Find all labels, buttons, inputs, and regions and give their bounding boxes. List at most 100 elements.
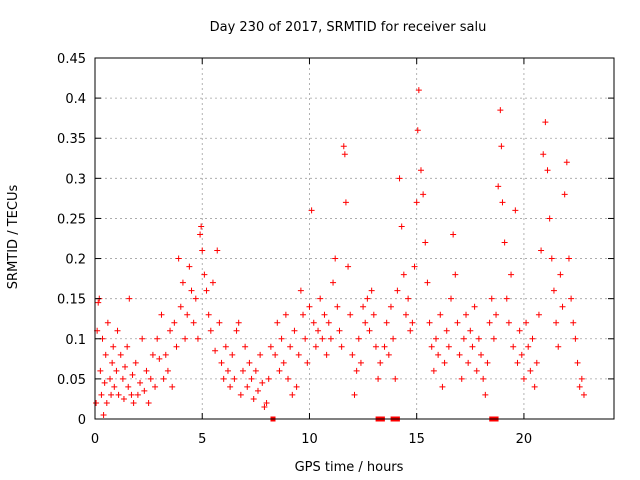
data-point [563, 159, 570, 166]
data-point [149, 351, 156, 358]
data-point [525, 343, 532, 350]
data-point [229, 351, 236, 358]
data-point [565, 255, 572, 262]
data-point [95, 299, 102, 306]
data-point [347, 311, 354, 318]
data-point [413, 199, 420, 206]
data-point [224, 367, 231, 374]
data-point [550, 287, 557, 294]
data-point [192, 295, 199, 302]
data-point [540, 151, 547, 158]
data-point [430, 367, 437, 374]
data-point [465, 359, 472, 366]
y-axis-label: SRMTID / TECUs [6, 185, 21, 290]
data-point [405, 295, 412, 302]
data-point [111, 383, 118, 390]
data-point [523, 319, 530, 326]
data-point [297, 287, 304, 294]
data-point [124, 343, 131, 350]
data-point [152, 383, 159, 390]
data-point [134, 391, 141, 398]
data-point [443, 327, 450, 334]
data-point [445, 343, 452, 350]
data-point [306, 303, 313, 310]
data-point [495, 183, 502, 190]
data-point [448, 295, 455, 302]
data-point [490, 335, 497, 342]
data-point [122, 363, 129, 370]
data-point [473, 367, 480, 374]
y-tick-label: 0.3 [65, 172, 86, 187]
x-tick-label: 5 [198, 432, 206, 447]
data-point [248, 375, 255, 382]
data-point [201, 271, 208, 278]
data-point [469, 343, 476, 350]
data-point [231, 375, 238, 382]
data-point [167, 327, 174, 334]
data-point [220, 375, 227, 382]
data-point [120, 395, 127, 402]
data-point [139, 335, 146, 342]
y-tick-label: 0.45 [57, 52, 86, 67]
data-point [125, 383, 132, 390]
data-point [559, 303, 566, 310]
data-point [529, 335, 536, 342]
data-point [160, 375, 167, 382]
data-point [355, 335, 362, 342]
data-point [293, 383, 300, 390]
data-point [330, 279, 337, 286]
plot-frame [94, 57, 615, 420]
y-tick-label: 0.2 [65, 253, 86, 268]
data-point [463, 311, 470, 318]
data-point [154, 335, 161, 342]
x-tick-label: 10 [301, 432, 318, 447]
data-point [184, 311, 191, 318]
data-point [302, 335, 309, 342]
data-point [300, 311, 307, 318]
data-point [510, 343, 517, 350]
data-point [158, 311, 165, 318]
data-point [218, 359, 225, 366]
data-point [512, 207, 519, 214]
data-point [214, 247, 221, 254]
data-point [259, 379, 266, 386]
data-point [289, 391, 296, 398]
data-point [531, 383, 538, 390]
data-point [190, 319, 197, 326]
data-point [568, 295, 575, 302]
data-point [432, 335, 439, 342]
data-point [439, 383, 446, 390]
data-point [336, 327, 343, 334]
data-point [101, 379, 108, 386]
data-point [100, 411, 107, 418]
data-point [188, 287, 195, 294]
data-point [235, 319, 242, 326]
data-point [325, 319, 332, 326]
y-tick-label: 0.25 [57, 212, 86, 227]
data-point [252, 367, 259, 374]
data-point [254, 387, 261, 394]
data-point [460, 335, 467, 342]
data-point [557, 271, 564, 278]
data-point [484, 359, 491, 366]
data-point [173, 343, 180, 350]
data-point [113, 367, 120, 374]
data-point [471, 303, 478, 310]
data-point [422, 239, 429, 246]
data-point [342, 199, 349, 206]
data-point [308, 207, 315, 214]
data-point [475, 335, 482, 342]
data-point [377, 359, 384, 366]
data-point [205, 311, 212, 318]
data-point [503, 295, 510, 302]
data-point [538, 247, 545, 254]
data-point [381, 343, 388, 350]
data-point [383, 319, 390, 326]
data-point [544, 167, 551, 174]
x-tick-label: 0 [91, 432, 99, 447]
data-point [394, 287, 401, 294]
data-point [194, 335, 201, 342]
data-point [357, 359, 364, 366]
data-point [216, 319, 223, 326]
